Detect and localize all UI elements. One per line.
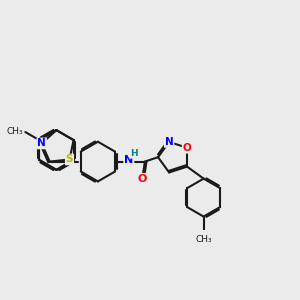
Text: S: S [66,154,73,164]
Text: O: O [138,174,147,184]
Text: H: H [130,149,138,158]
Text: N: N [124,155,134,165]
Text: CH₃: CH₃ [195,235,212,244]
Text: N: N [165,137,173,147]
Text: N: N [37,138,46,148]
Text: CH₃: CH₃ [6,127,23,136]
Text: O: O [183,143,191,153]
